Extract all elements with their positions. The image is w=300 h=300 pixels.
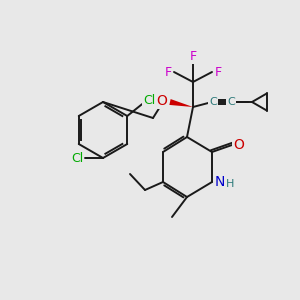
Text: Cl: Cl — [143, 94, 155, 106]
Text: F: F — [214, 65, 222, 79]
Text: Cl: Cl — [71, 152, 83, 164]
Text: C: C — [209, 97, 217, 107]
Text: F: F — [164, 65, 172, 79]
Polygon shape — [169, 99, 193, 107]
Text: F: F — [189, 50, 197, 62]
Text: H: H — [226, 179, 234, 189]
Text: N: N — [215, 175, 225, 189]
Text: O: O — [157, 94, 167, 108]
Text: O: O — [234, 138, 244, 152]
Text: C: C — [227, 97, 235, 107]
